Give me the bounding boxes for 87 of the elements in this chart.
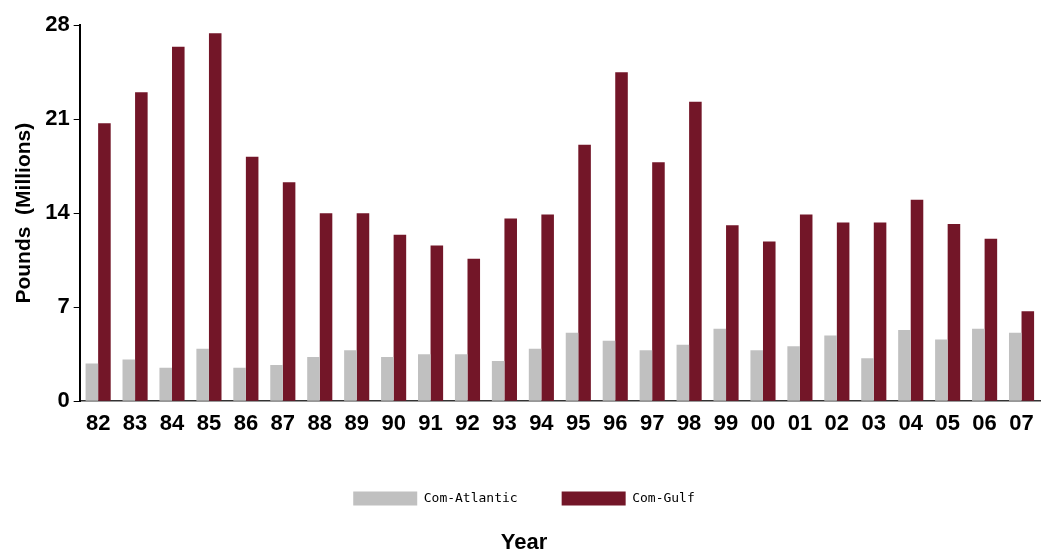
x-tick-label: 01 [787,410,813,436]
bar [713,328,727,401]
bar [307,356,320,401]
x-tick-label: 85 [196,410,222,436]
bar [430,245,444,401]
bar [910,199,924,401]
bar [639,350,653,401]
bar [861,358,874,401]
x-tick-label: 97 [639,410,665,436]
x-tick-label: 88 [307,410,332,436]
bar [565,332,579,401]
legend-label: Com-Atlantic [423,489,518,505]
bar [467,258,481,401]
bar [935,339,948,401]
x-tick-label: 93 [492,410,517,436]
bar [344,350,357,401]
bar [135,92,148,401]
x-tick-label: 82 [85,410,111,436]
bar [208,33,222,401]
y-tick-label: 28 [45,11,70,37]
bar [418,354,431,401]
bar [528,348,542,401]
bar [689,101,702,401]
x-tick-label: 89 [344,410,369,436]
bar [873,222,887,401]
y-tick-label: 0 [57,387,70,413]
bar [356,213,370,401]
x-tick-label: 84 [159,410,185,436]
x-tick-label: 98 [676,410,702,436]
bar [282,182,296,401]
y-tick-label: 21 [45,105,70,131]
bar [381,356,394,401]
bar [984,238,998,401]
bar [122,359,136,401]
bar [1021,311,1035,401]
x-axis-title: Year [500,528,548,554]
x-tick-label: 99 [713,410,739,436]
x-tick-label: 02 [824,410,850,436]
bar [762,241,776,401]
bar [541,214,554,401]
bar [98,123,111,401]
x-tick-label: 95 [566,410,591,436]
bar [750,350,763,401]
bar [578,144,591,401]
bar [602,340,616,401]
legend-label: Com-Gulf [632,489,695,505]
bar [824,335,837,401]
bar [196,348,209,401]
bar [504,218,517,401]
bar [972,328,985,401]
bar [491,360,505,401]
bar [652,162,665,401]
x-tick-label: 05 [935,410,960,436]
bar [947,223,961,401]
x-tick-label: 07 [1009,410,1034,436]
x-tick-label: 00 [750,410,776,436]
y-axis-title: Pounds (Millions) [11,122,35,304]
x-tick-label: 91 [418,410,443,436]
x-tick-label: 83 [122,410,148,436]
x-tick-label: 96 [603,410,628,436]
y-tick-label: 14 [45,199,71,225]
x-tick-label: 90 [381,410,406,436]
bar [454,354,468,401]
bar [799,214,813,401]
bar [172,46,185,401]
bar [85,363,99,401]
bar [898,330,911,401]
bar [787,346,800,401]
y-tick-label: 7 [57,293,70,319]
bar [1008,332,1022,401]
bar [233,367,246,401]
bar [836,222,850,401]
bar [159,367,173,401]
bar [245,156,259,401]
x-tick-label: 94 [529,410,555,436]
bar [676,344,690,401]
x-tick-label: 87 [270,410,296,436]
x-tick-label: 03 [861,410,887,436]
bar [726,225,739,401]
x-tick-label: 92 [455,410,480,436]
x-tick-label: 04 [898,410,924,436]
bar [270,364,283,401]
x-tick-label: 86 [233,410,259,436]
bar [615,72,628,401]
bar [319,213,333,401]
bar [393,234,407,401]
x-tick-label: 06 [972,410,997,436]
